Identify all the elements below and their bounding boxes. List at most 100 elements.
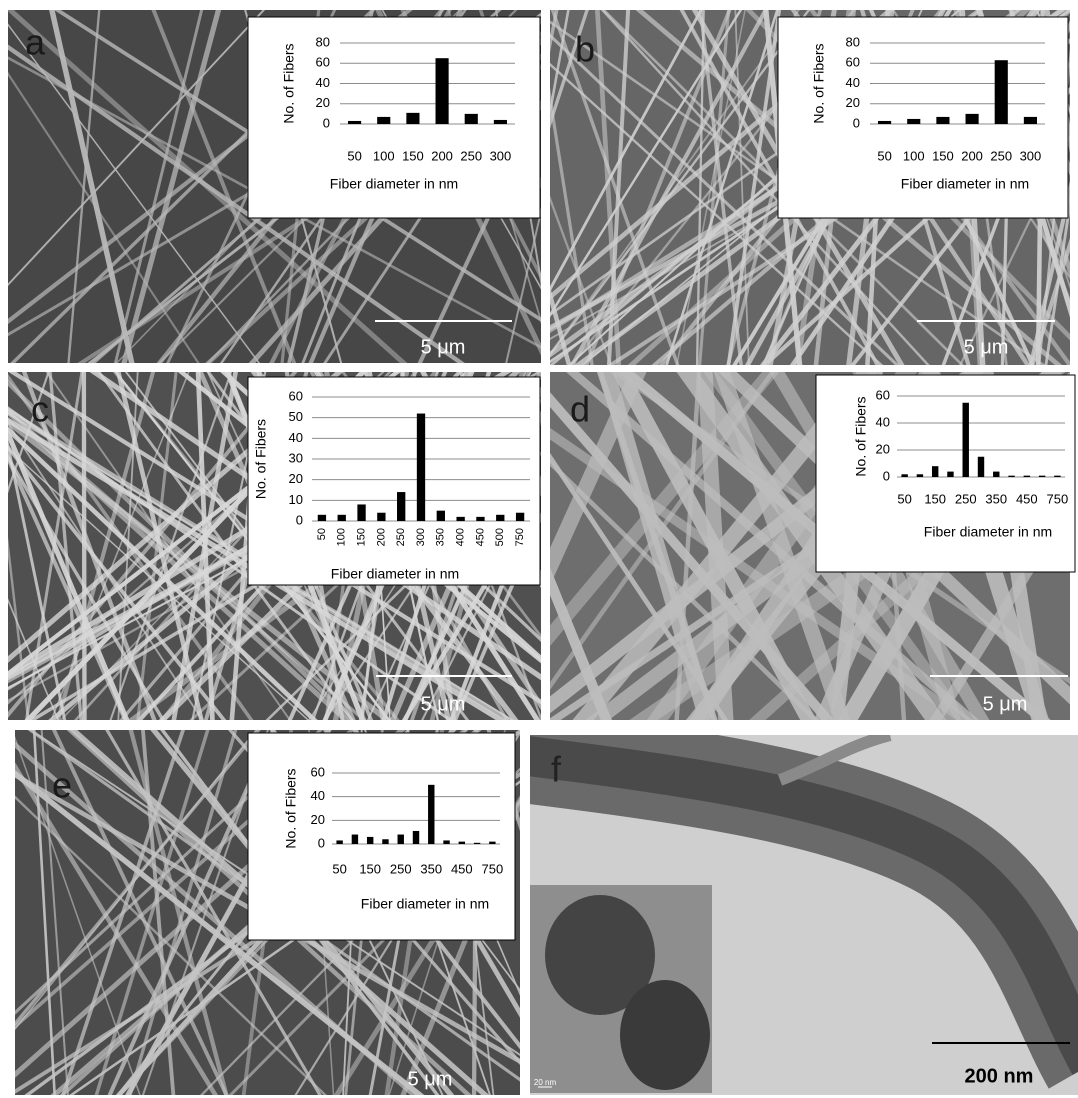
x-tick-label: 150 — [355, 528, 367, 546]
x-tick-label: 250 — [990, 148, 1012, 163]
x-tick-label: 450 — [1016, 491, 1038, 506]
bar — [947, 472, 953, 477]
x-tick-label: 500 — [494, 528, 506, 546]
y-tick-label: 40 — [316, 75, 330, 90]
y-axis-title: No. of Fibers — [853, 396, 869, 476]
x-tick-label: 250 — [395, 528, 407, 546]
bar — [436, 58, 449, 124]
scale-label: 5 μm — [421, 336, 466, 358]
panel-label: e — [52, 765, 72, 806]
y-tick-label: 20 — [846, 95, 860, 110]
y-axis-title: No. of Fibers — [283, 768, 299, 848]
y-tick-label: 20 — [289, 471, 303, 486]
y-tick-label: 60 — [846, 55, 860, 70]
y-axis-title: No. of Fibers — [253, 419, 269, 499]
y-tick-label: 10 — [289, 492, 303, 507]
x-tick-label: 750 — [1047, 491, 1069, 506]
bar — [995, 60, 1008, 124]
x-tick-label: 350 — [420, 861, 442, 876]
bar — [456, 517, 464, 521]
y-tick-label: 20 — [876, 441, 890, 456]
x-tick-label: 50 — [897, 491, 911, 506]
y-tick-label: 0 — [296, 512, 303, 527]
bar — [1008, 476, 1014, 477]
y-tick-label: 0 — [323, 115, 330, 130]
bar — [348, 121, 361, 124]
bar — [417, 414, 425, 521]
y-tick-label: 80 — [846, 34, 860, 49]
bar — [489, 842, 495, 844]
x-tick-label: 300 — [415, 528, 427, 546]
y-tick-label: 60 — [311, 764, 325, 779]
bar — [465, 114, 478, 124]
y-tick-label: 0 — [318, 835, 325, 850]
fiber — [0, 362, 2, 730]
x-tick-label: 400 — [455, 528, 467, 546]
bar — [352, 835, 358, 844]
panel-label: c — [31, 389, 49, 430]
x-axis-title: Fiber diameter in nm — [361, 896, 489, 912]
x-tick-label: 300 — [1020, 148, 1042, 163]
bar — [474, 843, 480, 844]
x-tick-label: 200 — [961, 148, 983, 163]
bar — [917, 474, 923, 477]
bar — [494, 120, 507, 124]
y-tick-label: 40 — [311, 788, 325, 803]
bar — [476, 517, 484, 521]
bar — [377, 513, 385, 521]
bar — [993, 472, 999, 477]
x-tick-label: 150 — [402, 148, 424, 163]
x-tick-label: 450 — [451, 861, 473, 876]
inset-scale-label: 20 nm — [534, 1078, 557, 1087]
scale-label: 5 μm — [408, 1068, 453, 1090]
x-tick-label: 250 — [390, 861, 412, 876]
y-axis-title: No. of Fibers — [811, 43, 827, 123]
x-axis-title: Fiber diameter in nm — [924, 524, 1052, 540]
y-tick-label: 80 — [316, 34, 330, 49]
figure: a5 μmb5 μmc5 μmd5 μme5 μmf200 nm20 nm020… — [0, 0, 1078, 1098]
x-tick-label: 350 — [985, 491, 1007, 506]
x-tick-label: 150 — [932, 148, 954, 163]
bar — [413, 831, 419, 844]
x-tick-label: 50 — [316, 528, 328, 540]
x-tick-label: 250 — [460, 148, 482, 163]
y-axis-title: No. of Fibers — [281, 43, 297, 123]
panel-label: f — [551, 749, 562, 790]
micrograph — [520, 735, 1078, 1095]
bar — [318, 515, 326, 521]
x-tick-label: 750 — [514, 528, 526, 546]
y-tick-label: 40 — [289, 430, 303, 445]
panel-label: d — [570, 389, 590, 430]
y-tick-label: 50 — [289, 409, 303, 424]
bar — [459, 842, 465, 844]
x-tick-label: 50 — [877, 148, 891, 163]
bar — [878, 121, 891, 124]
bar — [1024, 476, 1030, 477]
particle — [620, 980, 710, 1090]
x-axis-title: Fiber diameter in nm — [331, 566, 459, 582]
x-tick-label: 250 — [955, 491, 977, 506]
bar — [397, 492, 405, 521]
y-tick-label: 40 — [876, 414, 890, 429]
bar — [377, 117, 390, 124]
bar — [338, 515, 346, 521]
bar — [1054, 476, 1060, 477]
x-tick-label: 50 — [347, 148, 361, 163]
x-tick-label: 350 — [435, 528, 447, 546]
bar — [936, 117, 949, 124]
x-tick-label: 450 — [474, 528, 486, 546]
y-tick-label: 0 — [883, 468, 890, 483]
scale-label: 5 μm — [421, 693, 466, 715]
y-tick-label: 0 — [853, 115, 860, 130]
bar — [336, 840, 342, 844]
x-axis-title: Fiber diameter in nm — [901, 176, 1029, 192]
x-tick-label: 150 — [359, 861, 381, 876]
bar — [516, 513, 524, 521]
x-tick-label: 750 — [482, 861, 504, 876]
bar — [367, 837, 373, 844]
scale-label: 5 μm — [983, 693, 1028, 715]
y-tick-label: 60 — [289, 388, 303, 403]
bar — [443, 840, 449, 844]
bar — [1024, 117, 1037, 124]
y-tick-label: 60 — [876, 387, 890, 402]
